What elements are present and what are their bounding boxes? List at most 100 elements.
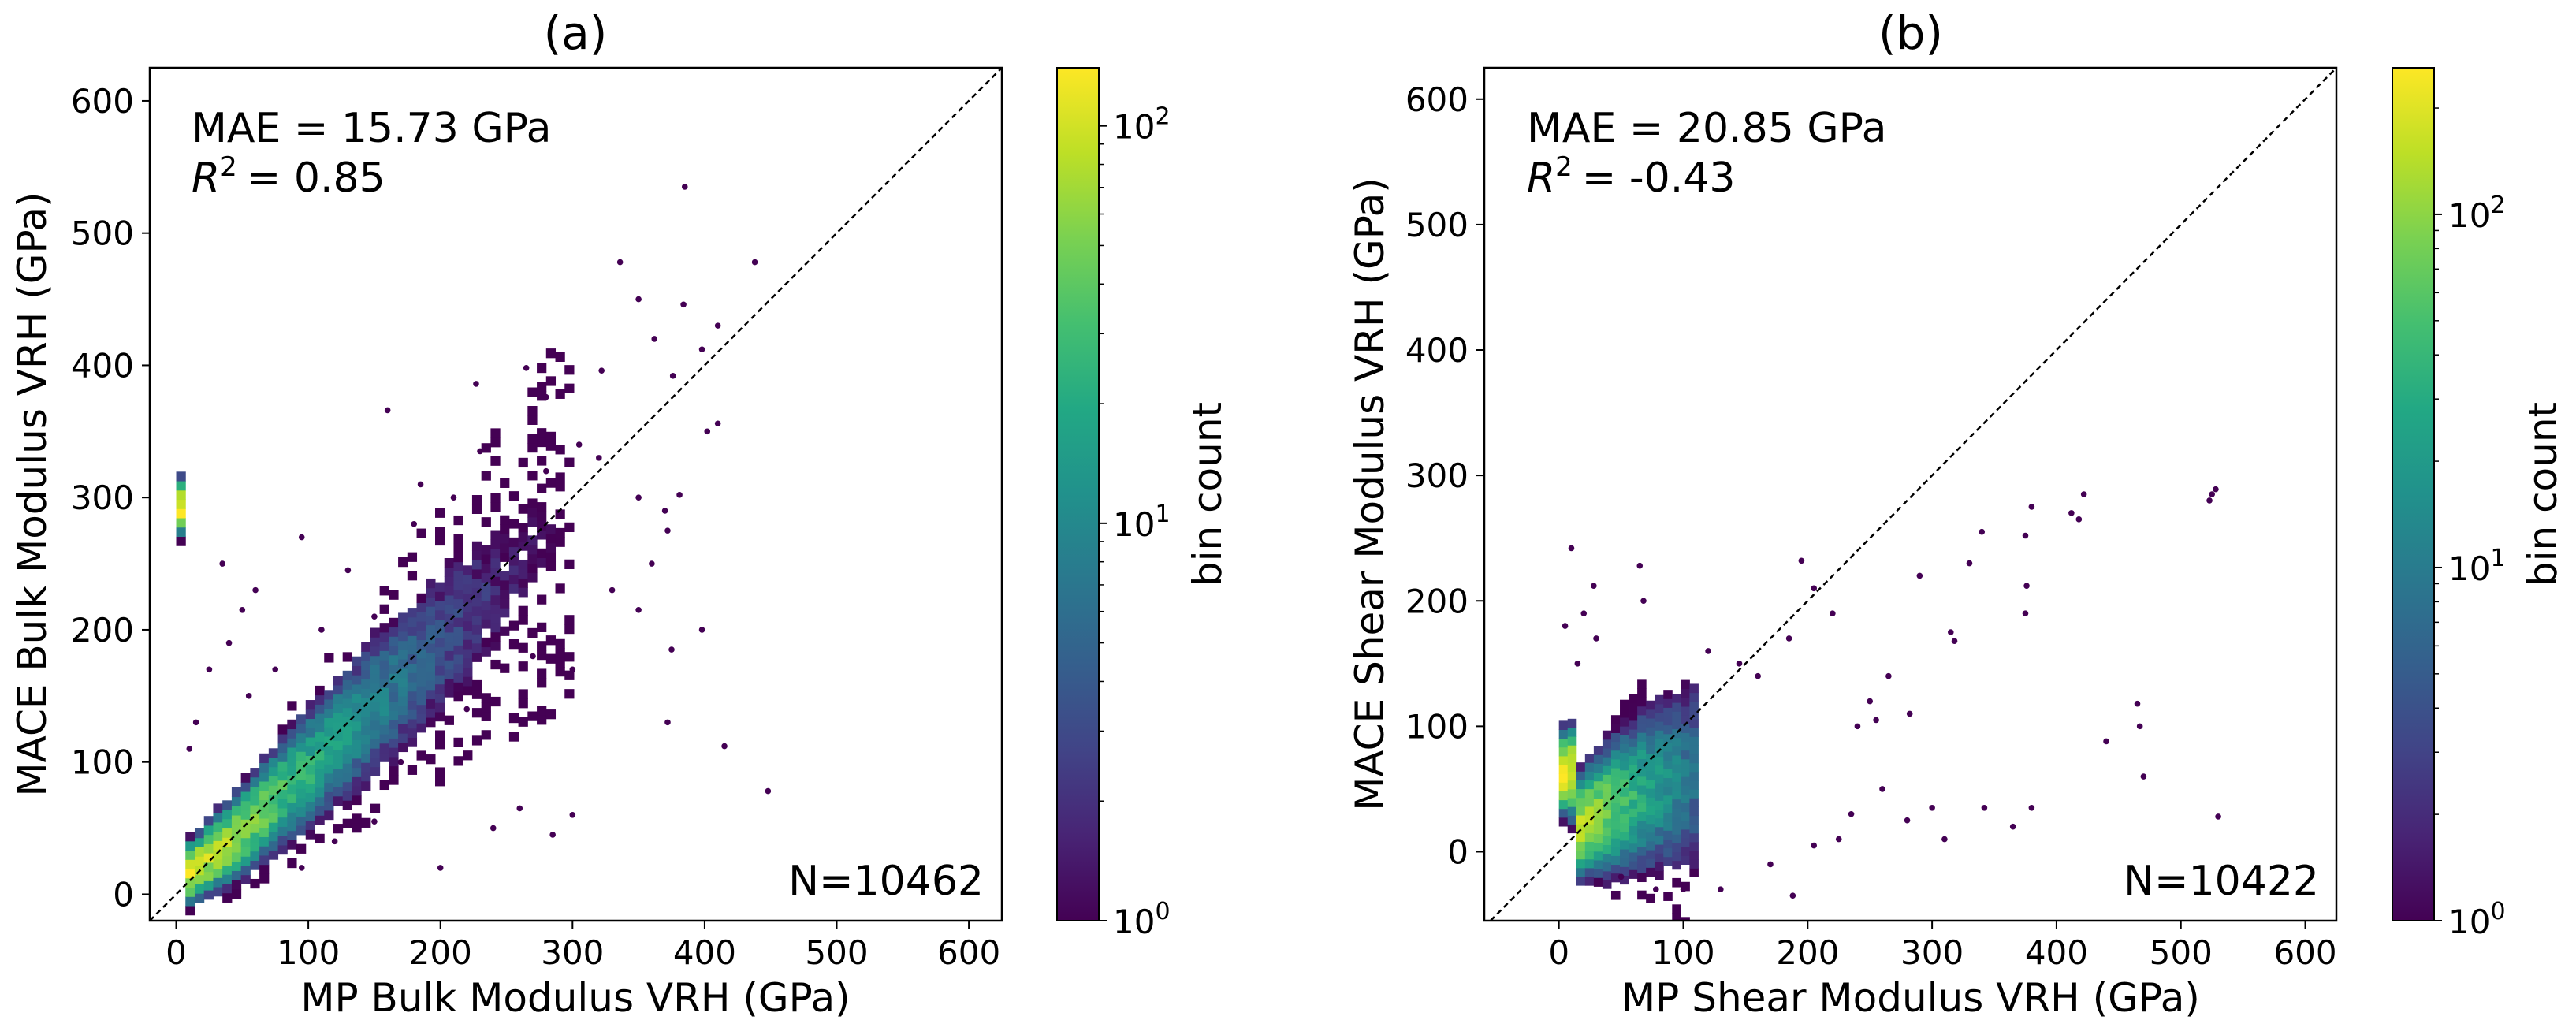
density-bin [176, 518, 186, 528]
density-bin [324, 699, 334, 709]
density-bin [398, 659, 408, 669]
y-tick-label: 600 [1405, 80, 1469, 119]
density-bin [564, 670, 575, 680]
density-bin [1610, 802, 1621, 813]
density-bin [361, 698, 371, 708]
density-bin [398, 705, 408, 716]
density-bin [1637, 741, 1647, 750]
density-bin [296, 760, 307, 771]
density-bin [250, 878, 260, 889]
density-bin [1576, 806, 1586, 816]
density-bin [185, 869, 195, 879]
density-bin [1672, 764, 1681, 773]
density-bin [471, 689, 482, 699]
density-bin [231, 843, 242, 853]
density-bin [296, 751, 307, 761]
density-bin [1629, 808, 1638, 817]
density-bin [1646, 814, 1655, 825]
density-bin [435, 527, 445, 537]
density-bin [564, 559, 575, 569]
density-bin [231, 888, 242, 899]
x-tick-label: 500 [805, 933, 868, 972]
density-bin [1593, 780, 1603, 791]
density-bin [389, 673, 399, 683]
density-bin [305, 792, 315, 802]
panel-title: (a) [544, 6, 608, 60]
density-bin [453, 672, 463, 683]
density-bin [518, 559, 528, 570]
density-bin [1602, 739, 1612, 749]
density-bin [545, 431, 557, 442]
density-bin [518, 504, 528, 514]
density-bin [213, 850, 223, 860]
density-bin [1663, 742, 1673, 752]
density-bin [1602, 880, 1612, 889]
density-bin [194, 837, 205, 847]
data-point [1593, 635, 1599, 642]
density-bin [1689, 692, 1699, 702]
data-point [2023, 583, 2030, 589]
density-bin [1646, 779, 1655, 789]
density-bin [240, 847, 251, 857]
density-bin [1672, 781, 1681, 791]
density-bin [555, 445, 565, 455]
density-bin [545, 542, 557, 553]
density-bin [268, 748, 279, 758]
density-bin [1663, 813, 1673, 822]
density-bin [490, 613, 501, 624]
density-bin [259, 781, 270, 791]
density-bin [545, 533, 557, 544]
density-bin [527, 553, 538, 564]
density-bin [1620, 858, 1629, 867]
density-bin [1681, 802, 1690, 813]
density-bin [1689, 719, 1699, 728]
density-bin [1576, 850, 1586, 860]
density-bin [240, 874, 251, 884]
x-tick-label: 600 [2273, 933, 2336, 972]
density-bin [537, 706, 547, 716]
density-bin [1646, 858, 1655, 868]
density-bin [361, 706, 371, 717]
data-point [2028, 504, 2035, 510]
identity-line [150, 68, 1002, 921]
plot-area [150, 68, 1002, 921]
density-bin [361, 725, 371, 735]
density-bin [1610, 855, 1621, 866]
density-bin [1620, 866, 1629, 876]
density-bin [444, 576, 454, 586]
density-bin [1567, 788, 1577, 799]
density-bin [416, 694, 426, 706]
density-bin [407, 718, 418, 729]
density-bin [1593, 869, 1603, 878]
density-bin [213, 858, 223, 869]
density-bin [277, 836, 288, 846]
y-tick-label: 100 [71, 743, 134, 782]
density-bin [463, 657, 473, 668]
data-point [596, 455, 602, 461]
y-tick-label: 0 [1447, 832, 1469, 871]
data-point [2206, 497, 2213, 504]
data-point [523, 364, 530, 371]
density-bin [407, 700, 418, 710]
density-bin [463, 648, 473, 659]
density-bin [1681, 750, 1690, 760]
density-bin [287, 728, 297, 739]
density-bin [342, 818, 352, 828]
density-bin [1610, 847, 1621, 856]
density-bin [490, 557, 501, 568]
density-bin [231, 796, 242, 806]
density-bin [1576, 876, 1586, 886]
density-bin [324, 708, 334, 719]
density-bin [361, 642, 371, 652]
density-bin [444, 678, 454, 688]
density-bin [426, 615, 436, 626]
density-bin [453, 654, 463, 665]
data-point [1811, 842, 1817, 849]
density-bin [342, 726, 352, 736]
density-bin [537, 437, 547, 448]
density-bin [1637, 873, 1647, 883]
density-bin [324, 801, 334, 811]
r2-annotation: R2 = 0.85 [192, 151, 385, 202]
x-axis-label: MP Shear Modulus VRH (GPa) [1621, 975, 2200, 1021]
density-bin [1584, 797, 1595, 807]
